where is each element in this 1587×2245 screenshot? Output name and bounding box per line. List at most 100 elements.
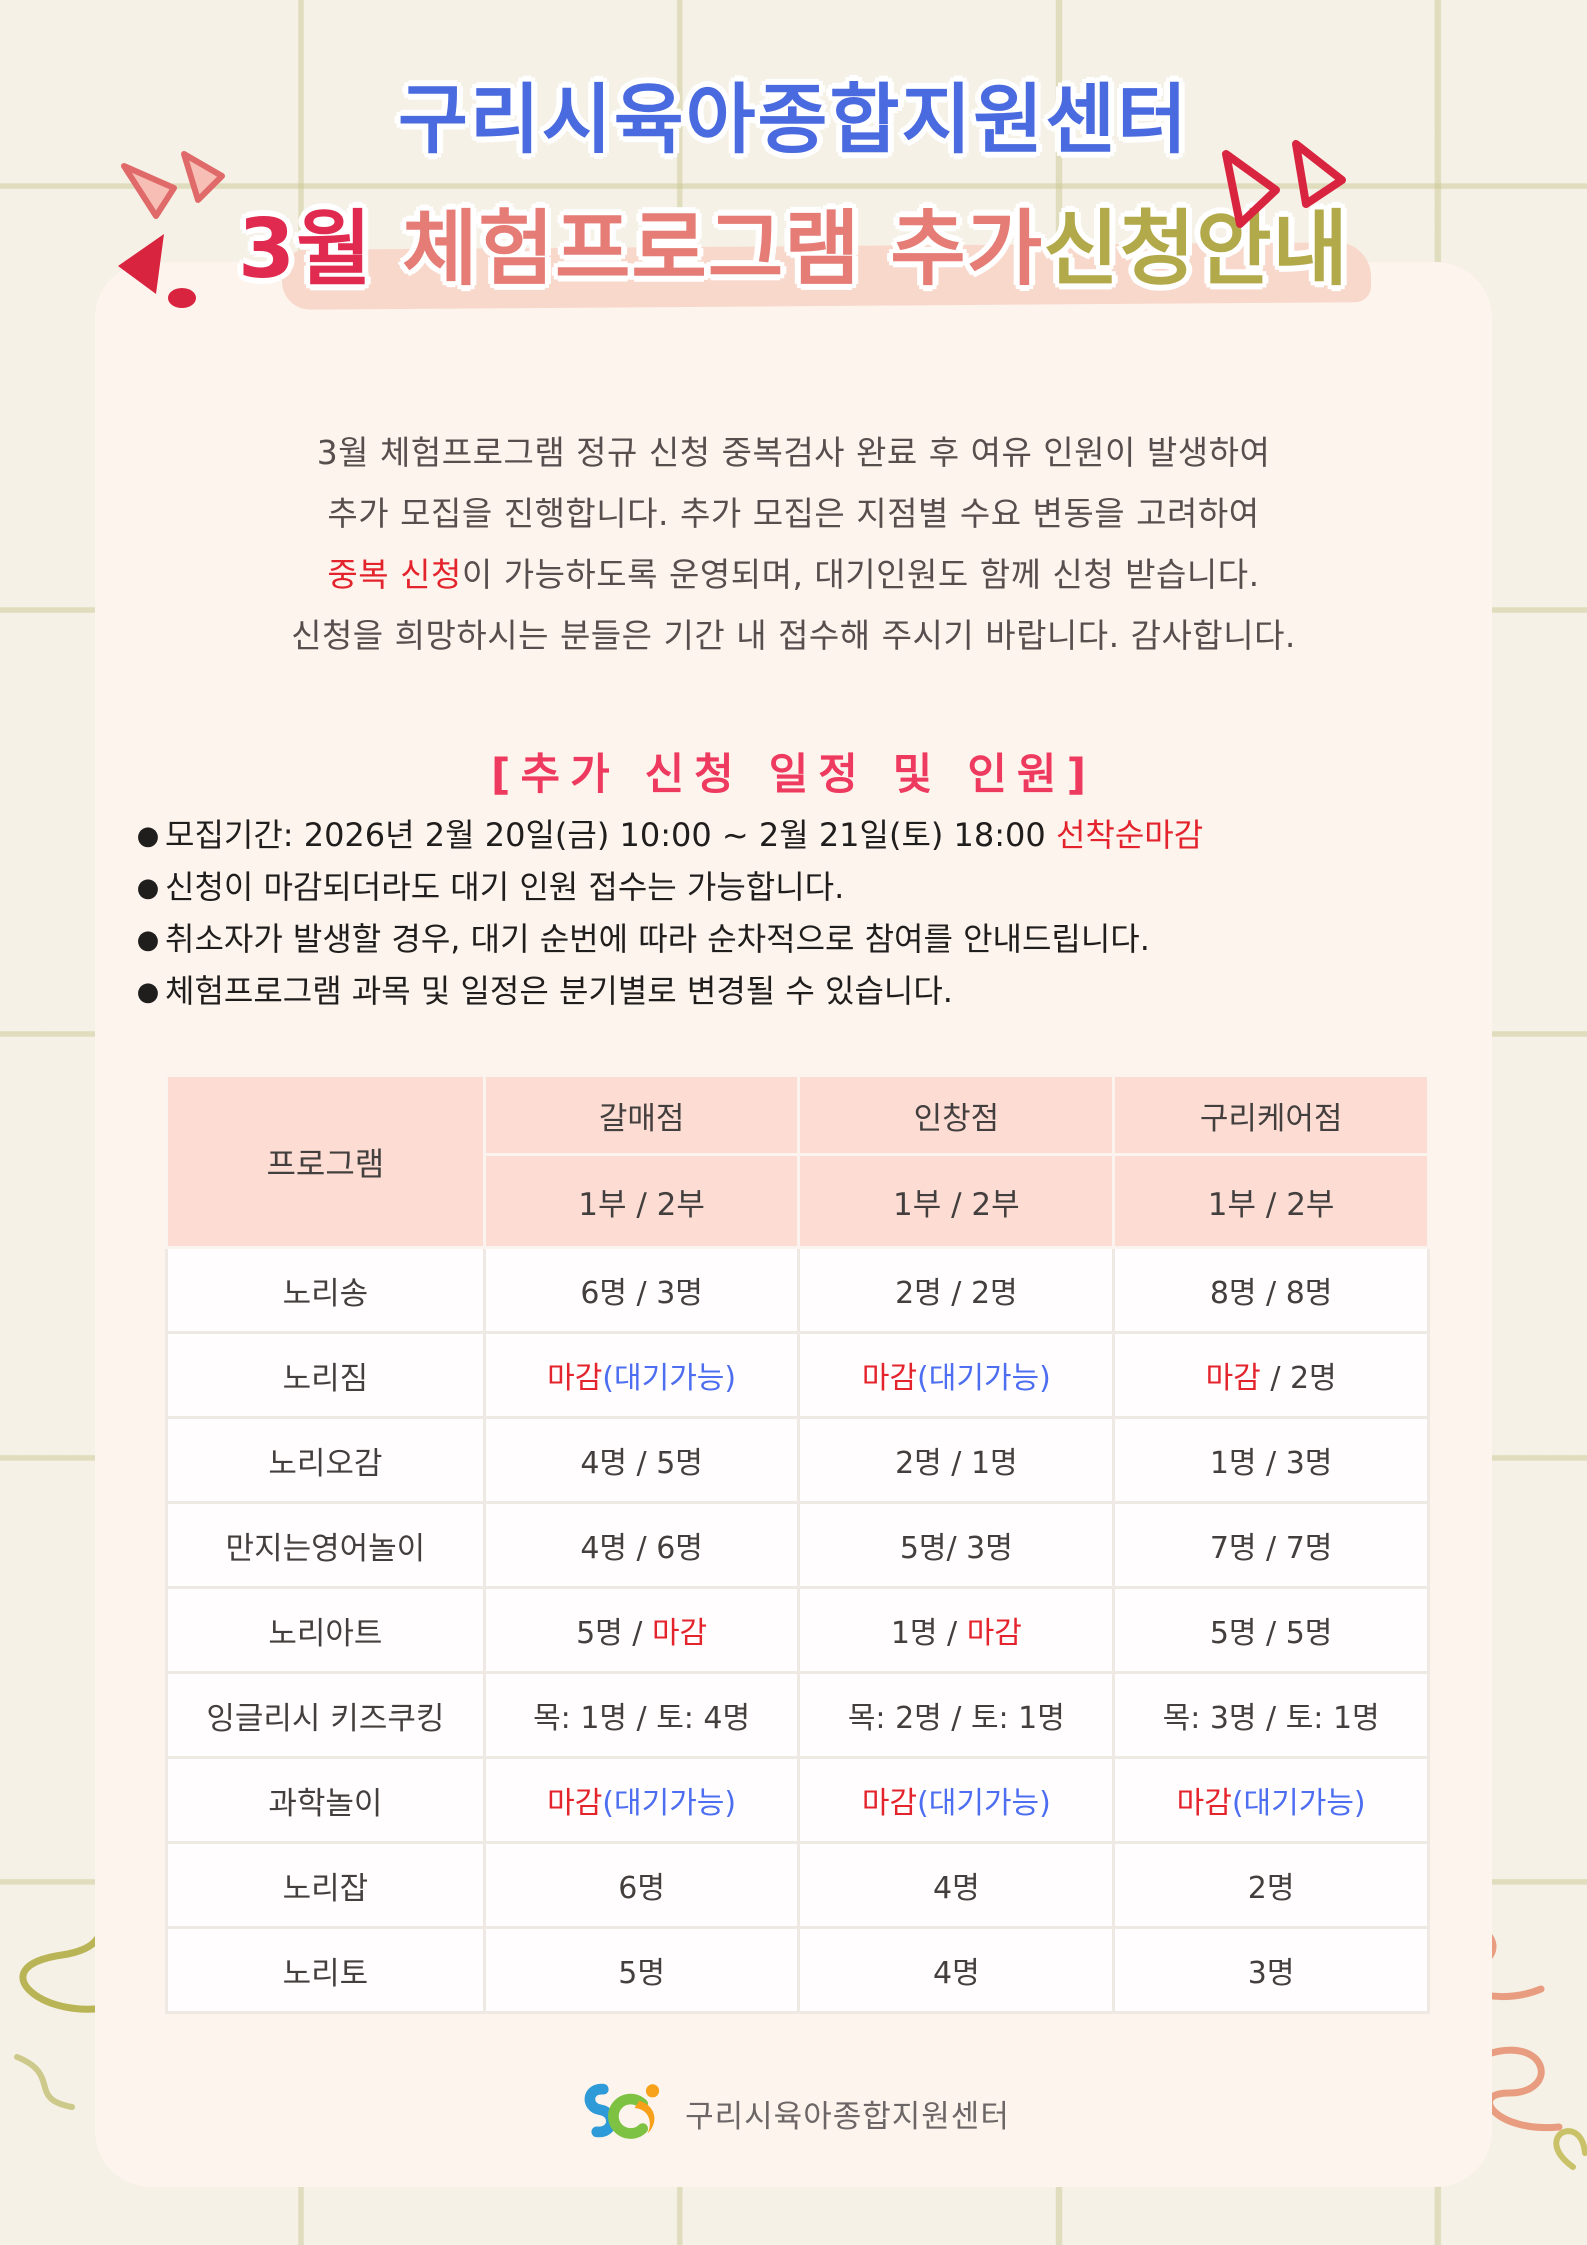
text-segment: / 2명	[1260, 1361, 1337, 1396]
text-segment: (대기가능)	[602, 1786, 737, 1821]
text-segment: 6명	[618, 1871, 665, 1906]
text-segment: 마감	[1176, 1786, 1232, 1821]
program-column-header: 프로그램	[165, 1074, 486, 1249]
text-segment: 선착순마감	[1055, 816, 1204, 854]
capacity-cell: 마감 / 2명	[1112, 1331, 1430, 1419]
text-segment: 7명 / 7명	[1209, 1531, 1333, 1566]
program-name: 노리송	[165, 1246, 486, 1334]
footer-org-name: 구리시육아종합지원센터	[685, 2098, 1010, 2135]
notice-bullet-list: ● 모집기간: 2026년 2월 20일(금) 10:00 ~ 2월 21일(토)…	[131, 818, 1474, 1026]
capacity-cell: 5명 / 5명	[1112, 1586, 1430, 1674]
text-segment: 취소자가 발생할 경우, 대기 순번에 따라 순차적으로 참여를 안내드립니다.	[165, 920, 1150, 958]
table-row: 노리송 6명 / 3명 2명 / 2명 8명 / 8명	[165, 1246, 1430, 1334]
text-segment: 신청을 희망하시는 분들은 기간 내 접수해 주시기 바랍니다. 감사합니다.	[291, 616, 1296, 655]
table-row: 노리잡 6명 4명 2명	[165, 1841, 1430, 1929]
schedule-section-heading: [추가 신청 일정 및 인원]	[490, 750, 1097, 800]
capacity-cell: 6명	[482, 1841, 801, 1929]
capacity-cell: 마감(대기가능)	[482, 1331, 801, 1419]
bullet-item: ● 체험프로그램 과목 및 일정은 분기별로 변경될 수 있습니다.	[131, 974, 1474, 1009]
program-name: 노리오감	[165, 1416, 486, 1504]
capacity-cell: 5명	[482, 1926, 801, 2014]
text-segment: 6명 / 3명	[580, 1276, 703, 1311]
branch-header-row: 프로그램 갈매점 인창점 구리케어점	[165, 1074, 1430, 1249]
table-row: 만지는영어놀이 4명 / 6명 5명/ 3명 7명 / 7명	[165, 1501, 1430, 1589]
program-table-body: 노리송 6명 / 3명 2명 / 2명 8명 / 8명 노리짐 마감(대기가능) 마감(대기…	[165, 1246, 1430, 2014]
bullet-dot: ●	[136, 873, 160, 903]
branch-header: 갈매점	[482, 1074, 801, 1156]
text-segment: 목: 2명 / 토: 1명	[847, 1701, 1065, 1736]
capacity-cell: 1명 / 3명	[1112, 1416, 1430, 1504]
text-segment: 모집기간: 2026년 2월 20일(금) 10:00 ~ 2월 21일(토) …	[165, 816, 1056, 854]
text-segment: 3월 체험프로그램 정규 신청 중복검사 완료 후 여유 인원이 발생하여	[316, 433, 1271, 472]
text-segment: 중복 신청	[327, 555, 462, 594]
footer-inner: 구리시육아종합지원센터	[577, 2081, 1010, 2145]
text-segment: 2명	[1247, 1871, 1295, 1906]
capacity-cell: 마감(대기가능)	[482, 1756, 801, 1844]
capacity-cell: 2명 / 1명	[797, 1416, 1116, 1504]
table-row: 노리짐 마감(대기가능) 마감(대기가능) 마감 / 2명	[165, 1331, 1430, 1419]
session-header-row: 1부 / 2부 1부 / 2부 1부 / 2부	[167, 1153, 1430, 1249]
text-segment: 추가	[890, 202, 1044, 297]
text-segment: 마감	[966, 1616, 1022, 1651]
text-segment: 5명/ 3명	[899, 1531, 1013, 1566]
capacity-table-wrap: 프로그램 갈매점 인창점 구리케어점 1부 / 2부 1부 / 2부 1부 / …	[165, 1074, 1430, 2014]
table-row: 잉글리시 키즈쿠킹 목: 1명 / 토: 4명 목: 2명 / 토: 1명 목: 3명…	[165, 1671, 1430, 1759]
text-segment: 5명 /	[576, 1616, 652, 1651]
text-segment: 4명	[933, 1871, 980, 1906]
text-segment: 마감	[861, 1361, 918, 1396]
capacity-cell: 4명 / 5명	[482, 1416, 801, 1504]
text-segment: 추가 모집을 진행합니다. 추가 모집은 지점별 수요 변동을 고려하여	[327, 494, 1260, 533]
capacity-cell: 7명 / 7명	[1112, 1501, 1430, 1589]
capacity-cell: 5명 / 마감	[482, 1586, 801, 1674]
bullet-text: 취소자가 발생할 경우, 대기 순번에 따라 순차적으로 참여를 안내드립니다.	[165, 920, 1150, 958]
text-segment: 2명 / 1명	[895, 1446, 1018, 1481]
emphasis-marks-right-icon	[1222, 140, 1346, 228]
text-segment: 마감	[861, 1786, 918, 1821]
program-capacity-table: 프로그램 갈매점 인창점 구리케어점 1부 / 2부 1부 / 2부 1부 / …	[165, 1074, 1430, 2014]
text-segment: 목: 1명 / 토: 4명	[533, 1701, 751, 1736]
capacity-cell: 1명 / 마감	[797, 1586, 1116, 1674]
content-panel: 3월 체험프로그램 정규 신청 중복검사 완료 후 여유 인원이 발생하여 추가…	[95, 262, 1492, 2187]
text-segment: (대기가능)	[917, 1786, 1051, 1821]
emphasis-marks-left-icon	[118, 151, 225, 308]
text-segment: (대기가능)	[602, 1361, 737, 1396]
text-segment: 체험프로그램	[402, 202, 891, 297]
capacity-cell: 6명 / 3명	[482, 1246, 801, 1334]
bullet-text: 신청이 마감되더라도 대기 인원 접수는 가능합니다.	[165, 868, 844, 906]
capacity-cell: 8명 / 8명	[1112, 1246, 1430, 1334]
capacity-cell: 5명/ 3명	[797, 1501, 1116, 1589]
table-header: 프로그램 갈매점 인창점 구리케어점 1부 / 2부 1부 / 2부 1부 / …	[165, 1074, 1430, 1249]
text-segment: 8명 / 8명	[1209, 1276, 1333, 1311]
intro-line: 추가 모집을 진행합니다. 추가 모집은 지점별 수요 변동을 고려하여	[95, 483, 1492, 544]
bullet-text: 모집기간: 2026년 2월 20일(금) 10:00 ~ 2월 21일(토) …	[165, 816, 1203, 854]
session-header: 1부 / 2부	[797, 1153, 1116, 1249]
program-name: 만지는영어놀이	[165, 1501, 486, 1589]
text-segment: 이 가능하도록 운영되며, 대기인원도 함께 신청 받습니다.	[461, 555, 1260, 594]
text-segment: 마감	[547, 1786, 603, 1821]
text-segment: 신청이 마감되더라도 대기 인원 접수는 가능합니다.	[165, 868, 845, 906]
text-segment: 1명 /	[890, 1616, 967, 1651]
session-header: 1부 / 2부	[1112, 1153, 1430, 1249]
program-name: 과학놀이	[165, 1756, 486, 1844]
text-segment: 마감	[547, 1361, 603, 1396]
text-segment: 신청안내	[1043, 202, 1349, 297]
capacity-cell: 마감(대기가능)	[797, 1756, 1116, 1844]
intro-line: 중복 신청이 가능하도록 운영되며, 대기인원도 함께 신청 받습니다.	[95, 544, 1492, 605]
program-name: 노리아트	[165, 1586, 486, 1674]
intro-line: 3월 체험프로그램 정규 신청 중복검사 완료 후 여유 인원이 발생하여	[95, 422, 1492, 483]
capacity-cell: 목: 3명 / 토: 1명	[1112, 1671, 1430, 1759]
footer: 구리시육아종합지원센터	[95, 2081, 1492, 2149]
capacity-cell: 마감(대기가능)	[797, 1331, 1116, 1419]
bullet-text: 체험프로그램 과목 및 일정은 분기별로 변경될 수 있습니다.	[165, 972, 953, 1010]
bullet-item: ● 모집기간: 2026년 2월 20일(금) 10:00 ~ 2월 21일(토)…	[131, 818, 1474, 853]
capacity-cell: 3명	[1112, 1926, 1430, 2014]
capacity-cell: 마감(대기가능)	[1112, 1756, 1430, 1844]
text-segment: (대기가능)	[917, 1361, 1051, 1396]
text-segment: 4명	[933, 1956, 980, 1991]
bullet-dot: ●	[136, 925, 160, 955]
text-segment: 체험프로그램 과목 및 일정은 분기별로 변경될 수 있습니다.	[165, 972, 953, 1010]
poster-title: 구리시육아종합지원센터 3월 체험프로그램 추가신청안내	[0, 58, 1587, 311]
poster-subtitle-text: 3월 체험프로그램 추가신청안내	[238, 202, 1349, 297]
program-name: 잉글리시 키즈쿠킹	[165, 1671, 486, 1759]
